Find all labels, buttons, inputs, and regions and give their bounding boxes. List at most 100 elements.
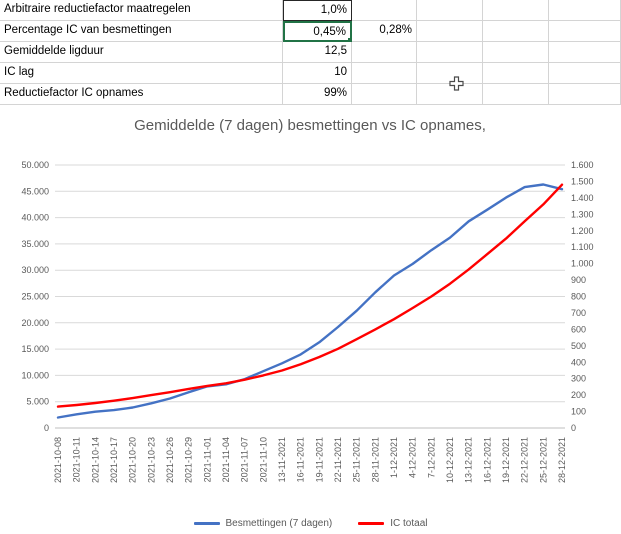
x-axis-tick-label: 25-12-2021	[538, 437, 548, 483]
empty-cell[interactable]	[549, 84, 621, 105]
x-axis-tick-label: 2021-10-20	[128, 437, 138, 483]
cell-value2[interactable]	[352, 63, 417, 84]
x-axis-tick-label: 22-12-2021	[520, 437, 530, 483]
y-axis-left-tick-label: 15.000	[21, 344, 49, 354]
cell-label[interactable]: Percentage IC van besmettingen	[0, 21, 283, 42]
x-axis-tick-label: 28-11-2021	[370, 437, 380, 482]
x-axis-tick-label: 13-12-2021	[464, 437, 474, 483]
y-axis-right-tick-label: 800	[571, 292, 586, 302]
y-axis-right-tick-label: 1.100	[571, 242, 594, 252]
y-axis-right-tick-label: 300	[571, 374, 586, 384]
legend-item-ic-totaal[interactable]: IC totaal	[358, 518, 427, 529]
legend-item-besmettingen[interactable]: Besmettingen (7 dagen)	[193, 518, 333, 529]
empty-cell[interactable]	[549, 63, 621, 84]
y-axis-left-tick-label: 45.000	[21, 186, 49, 196]
y-axis-right-tick-label: 900	[571, 275, 586, 285]
y-axis-right-tick-label: 1.300	[571, 209, 594, 219]
chart-legend: Besmettingen (7 dagen) IC totaal	[0, 518, 621, 529]
empty-cell[interactable]	[483, 0, 549, 21]
empty-cell[interactable]	[417, 42, 483, 63]
cell-value[interactable]: 10	[283, 63, 352, 84]
empty-cell[interactable]	[417, 21, 483, 42]
empty-cell[interactable]	[483, 84, 549, 105]
spreadsheet: Arbitraire reductiefactor maatregelen 1,…	[0, 0, 621, 105]
y-axis-left-tick-label: 0	[44, 423, 49, 433]
cell-value[interactable]: 12,5	[283, 42, 352, 63]
x-axis-tick-label: 1-12-2021	[389, 437, 399, 478]
legend-label: IC totaal	[390, 518, 428, 529]
selected-cell-value[interactable]: 0,45%	[283, 21, 352, 42]
x-axis-tick-label: 2021-10-11	[72, 437, 82, 482]
y-axis-left-tick-label: 5.000	[26, 397, 49, 407]
series-line-right[interactable]	[56, 183, 564, 408]
cell-label[interactable]: Gemiddelde ligduur	[0, 42, 283, 63]
y-axis-left-tick-label: 30.000	[21, 265, 49, 275]
x-axis-tick-label: 16-12-2021	[482, 437, 492, 483]
x-axis-tick-label: 4-12-2021	[408, 437, 418, 478]
chart[interactable]: Gemiddelde (7 dagen) besmettingen vs IC …	[0, 105, 621, 534]
x-axis-tick-label: 2021-11-04	[221, 437, 231, 482]
cell-label[interactable]: Arbitraire reductiefactor maatregelen	[0, 0, 283, 21]
series-line-left[interactable]	[56, 183, 564, 419]
x-axis-tick-label: 22-11-2021	[333, 437, 343, 482]
y-axis-left-tick-label: 25.000	[21, 292, 49, 302]
y-axis-right-tick-label: 500	[571, 341, 586, 351]
empty-cell[interactable]	[549, 42, 621, 63]
y-axis-right-tick-label: 400	[571, 357, 586, 367]
empty-cell[interactable]	[483, 42, 549, 63]
y-axis-right-tick-label: 200	[571, 390, 586, 400]
legend-label: Besmettingen (7 dagen)	[225, 518, 333, 529]
empty-cell[interactable]	[483, 63, 549, 84]
x-axis-tick-label: 2021-10-08	[53, 437, 63, 483]
y-axis-right-tick-label: 1.600	[571, 160, 594, 170]
y-axis-right-tick-label: 700	[571, 308, 586, 318]
x-axis-tick-label: 2021-10-26	[165, 437, 175, 483]
x-axis-tick-label: 28-12-2021	[557, 437, 567, 483]
x-axis-tick-label: 10-12-2021	[445, 437, 455, 483]
cell-cursor-icon	[449, 76, 464, 91]
x-axis-tick-label: 7-12-2021	[426, 437, 436, 478]
empty-cell[interactable]	[417, 84, 483, 105]
legend-line-red-icon	[358, 522, 385, 525]
cell-label[interactable]: Reductiefactor IC opnames	[0, 84, 283, 105]
y-axis-left-tick-label: 40.000	[21, 213, 49, 223]
y-axis-right-tick-label: 600	[571, 324, 586, 334]
y-axis-right-tick-label: 1.200	[571, 226, 594, 236]
y-axis-left-tick-label: 10.000	[21, 370, 49, 380]
y-axis-right-tick-label: 1.500	[571, 176, 594, 186]
x-axis-tick-label: 2021-10-14	[90, 437, 100, 483]
y-axis-right-tick-label: 0	[571, 423, 576, 433]
x-axis-tick-label: 13-11-2021	[277, 437, 287, 482]
legend-line-blue-icon	[193, 522, 220, 525]
x-axis-tick-label: 2021-10-29	[184, 437, 194, 483]
x-axis-tick-label: 2021-11-07	[240, 437, 250, 482]
x-axis-tick-label: 2021-10-23	[146, 437, 156, 483]
y-axis-right-tick-label: 100	[571, 407, 586, 417]
empty-cell[interactable]	[417, 0, 483, 21]
x-axis-tick-label: 19-12-2021	[501, 437, 511, 483]
cell-label[interactable]: IC lag	[0, 63, 283, 84]
empty-cell[interactable]	[549, 0, 621, 21]
cell-value[interactable]: 99%	[283, 84, 352, 105]
y-axis-left-tick-label: 20.000	[21, 318, 49, 328]
cell-value2[interactable]	[352, 84, 417, 105]
x-axis-tick-label: 19-11-2021	[314, 437, 324, 482]
y-axis-right-tick-label: 1.400	[571, 193, 594, 203]
x-axis-tick-label: 16-11-2021	[296, 437, 306, 482]
y-axis-left-tick-label: 50.000	[21, 160, 49, 170]
y-axis-right-tick-label: 1.000	[571, 259, 594, 269]
y-axis-left-tick-label: 35.000	[21, 239, 49, 249]
cell-value2[interactable]	[352, 42, 417, 63]
x-axis-tick-label: 25-11-2021	[352, 437, 362, 482]
x-axis-tick-label: 2021-11-10	[258, 437, 268, 482]
chart-plot-area[interactable]: 0 5.000 10.000 15.000 20.000 25.000 30.000 35.0…	[0, 105, 621, 534]
empty-cell[interactable]	[549, 21, 621, 42]
cell-value[interactable]: 1,0%	[283, 0, 352, 21]
cell-value2[interactable]	[352, 0, 417, 21]
cell-value2[interactable]: 0,28%	[352, 21, 417, 42]
chart-title: Gemiddelde (7 dagen) besmettingen vs IC …	[134, 117, 486, 134]
empty-cell[interactable]	[483, 21, 549, 42]
x-axis-tick-label: 2021-10-17	[109, 437, 119, 483]
x-axis-tick-label: 2021-11-01	[202, 437, 212, 482]
